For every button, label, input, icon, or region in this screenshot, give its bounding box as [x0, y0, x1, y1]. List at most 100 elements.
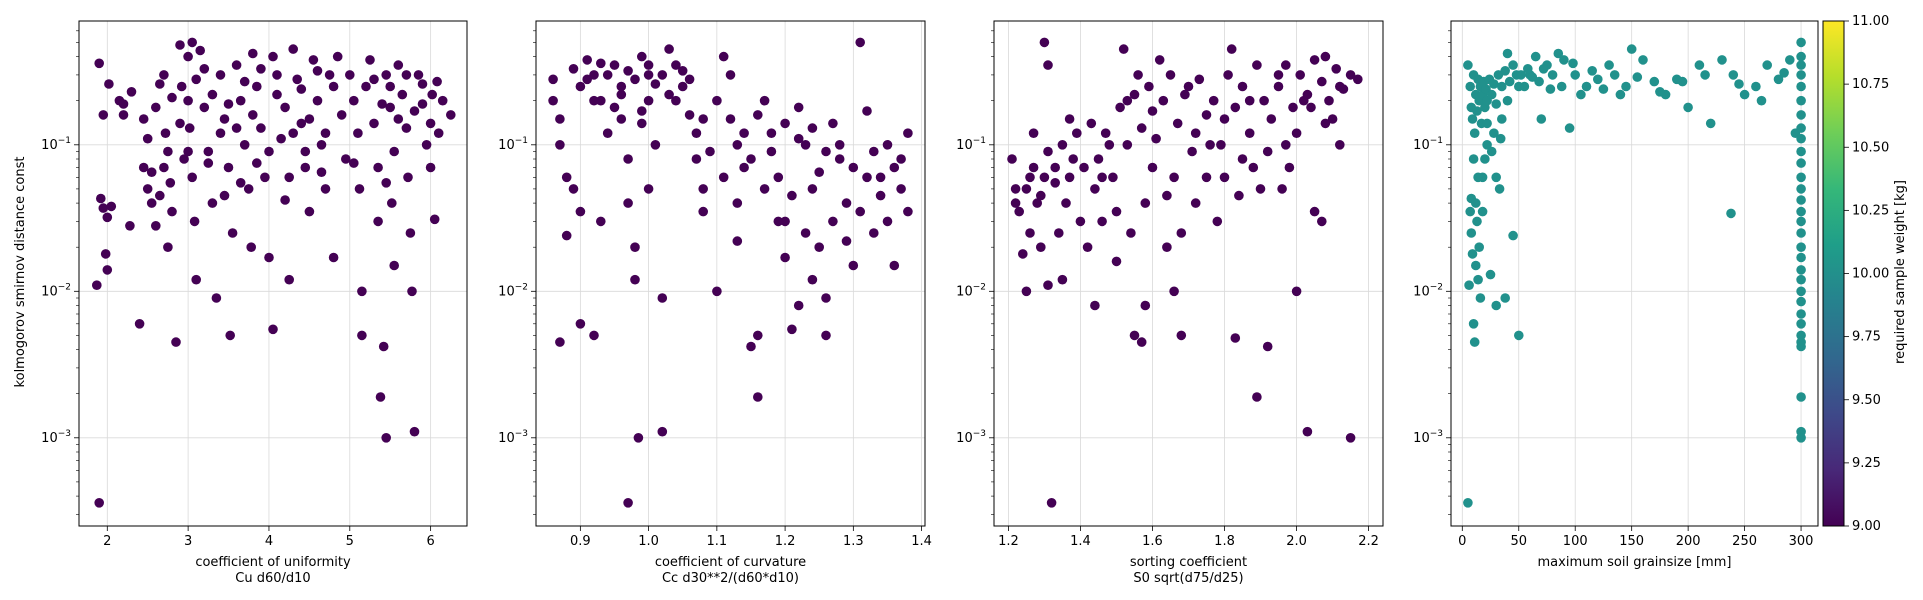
- data-point: [1111, 206, 1122, 217]
- x-tick-label: 1.4: [911, 534, 932, 549]
- data-point: [1248, 162, 1259, 173]
- data-point: [1502, 95, 1513, 106]
- data-point: [239, 140, 250, 150]
- colorbar-tick-label: 9.00: [1852, 519, 1881, 534]
- data-point: [425, 118, 436, 129]
- data-point: [1489, 128, 1499, 138]
- data-point: [793, 133, 804, 144]
- data-point: [354, 184, 365, 194]
- data-point: [1796, 184, 1806, 194]
- data-point: [753, 110, 763, 120]
- data-point: [225, 330, 235, 341]
- data-point: [1187, 146, 1197, 157]
- data-point: [243, 184, 254, 194]
- data-point: [1054, 228, 1064, 238]
- data-point: [793, 300, 804, 311]
- data-point: [657, 293, 668, 303]
- x-tick-label: 2.0: [1286, 534, 1307, 549]
- data-point: [1504, 76, 1515, 87]
- data-point: [134, 319, 145, 329]
- data-point: [246, 242, 256, 252]
- data-point: [1570, 70, 1580, 80]
- data-point: [671, 60, 681, 70]
- data-point: [643, 95, 654, 106]
- data-point: [1010, 184, 1021, 194]
- data-point: [1345, 433, 1356, 443]
- x-tick-label: 1.3: [843, 534, 864, 549]
- data-point: [165, 178, 176, 188]
- data-point: [821, 146, 831, 157]
- data-point: [1568, 58, 1578, 69]
- data-point: [1043, 60, 1053, 70]
- data-point: [1144, 81, 1154, 92]
- data-point: [1320, 118, 1331, 129]
- scatter-panel-4: 0 50 100 150 200 250 300 10−3 10−2 10−1 maximum so…: [1413, 20, 1819, 570]
- data-point: [1516, 70, 1526, 80]
- data-point: [1309, 206, 1320, 217]
- data-point: [1151, 133, 1161, 144]
- data-point: [1751, 81, 1761, 92]
- data-point: [1302, 426, 1313, 437]
- data-point: [381, 178, 392, 188]
- data-point: [421, 140, 432, 150]
- data-point: [248, 48, 258, 59]
- data-point: [199, 64, 210, 74]
- data-point: [1796, 392, 1806, 402]
- data-point: [256, 123, 266, 133]
- data-point: [1502, 48, 1513, 59]
- data-point: [159, 162, 169, 173]
- y-tick-label: 10−2: [956, 282, 986, 299]
- data-point: [555, 140, 565, 150]
- shared-y-axis-label: kolmogorov smirnov distance const: [13, 157, 28, 388]
- data-point: [1237, 81, 1248, 92]
- data-point: [834, 140, 845, 150]
- data-point: [1705, 118, 1716, 129]
- data-point: [1473, 172, 1483, 183]
- data-point: [349, 95, 359, 106]
- data-point: [1007, 154, 1017, 164]
- data-point: [596, 216, 606, 227]
- data-point: [1463, 60, 1473, 70]
- data-point: [1090, 184, 1100, 194]
- data-point: [1212, 216, 1223, 227]
- data-point: [609, 102, 620, 113]
- data-point: [1638, 55, 1648, 65]
- data-point: [272, 89, 282, 100]
- data-point: [633, 433, 644, 443]
- data-point: [223, 99, 234, 109]
- data-point: [1014, 206, 1024, 217]
- data-point: [1025, 228, 1035, 238]
- data-point: [718, 172, 729, 183]
- data-point: [98, 110, 109, 120]
- data-point: [1244, 128, 1255, 138]
- data-point: [163, 146, 173, 157]
- data-point: [903, 206, 913, 217]
- data-point: [189, 216, 200, 227]
- x-tick-label: 3: [184, 534, 192, 549]
- data-point: [268, 51, 278, 62]
- data-point: [787, 324, 797, 335]
- data-point: [1472, 106, 1482, 116]
- data-point: [1796, 51, 1806, 62]
- data-point: [739, 128, 749, 138]
- y-tick-label: 10−3: [1413, 429, 1443, 446]
- data-point: [1046, 498, 1057, 508]
- data-point: [288, 128, 299, 138]
- data-point: [437, 95, 448, 106]
- data-point: [378, 341, 389, 352]
- data-point: [718, 51, 729, 62]
- data-point: [1796, 123, 1806, 133]
- data-point: [616, 81, 627, 92]
- data-point: [433, 128, 444, 138]
- data-point: [304, 206, 315, 217]
- data-point: [780, 216, 790, 227]
- data-point: [304, 114, 315, 124]
- data-point: [1796, 330, 1806, 341]
- data-point: [142, 184, 153, 194]
- data-point: [1477, 206, 1488, 217]
- data-point: [1201, 110, 1212, 120]
- data-point: [1230, 333, 1241, 343]
- data-point: [235, 178, 246, 188]
- data-point: [248, 110, 258, 120]
- y-tick-label: 10−1: [41, 136, 71, 153]
